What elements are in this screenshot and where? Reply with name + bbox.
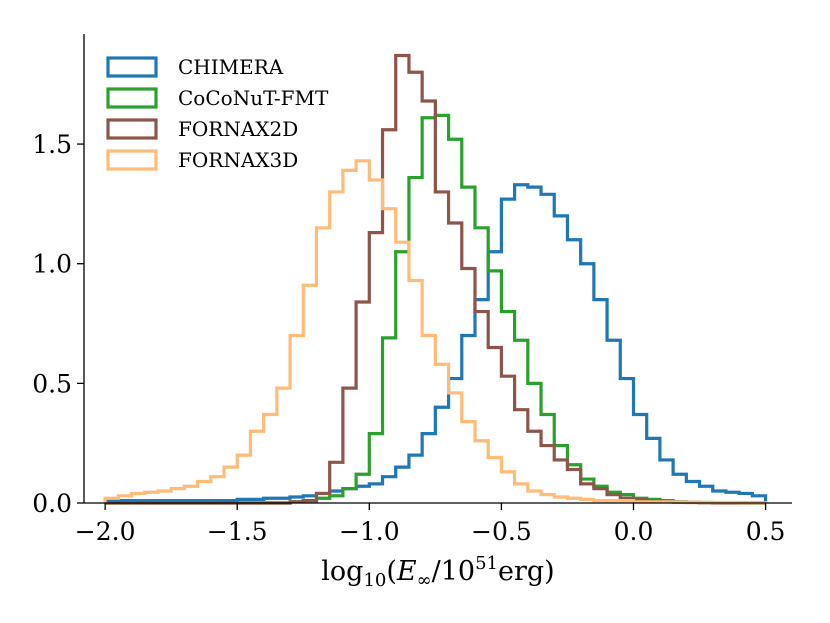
histogram-series-chimera: [103, 183, 768, 503]
legend: CHIMERA CoCoNuT-FMT FORNAX2D FORNAX3D: [106, 55, 329, 172]
x-tick-label: −1.0: [339, 517, 400, 546]
legend-label: CoCoNuT-FMT: [178, 86, 329, 110]
histogram-series-fornax3d: [103, 159, 768, 505]
y-ticks: 0.0 0.5 1.0 1.5: [32, 130, 84, 518]
legend-label: FORNAX3D: [178, 148, 298, 172]
axes-layer: [83, 34, 792, 504]
x-axis-label: log10(E∞/1051erg): [321, 553, 554, 591]
legend-swatch-fornax3d: [106, 149, 158, 171]
y-tick-label: 1.5: [32, 130, 72, 159]
y-tick-label: 0.0: [32, 489, 72, 518]
x-tick-label: −2.0: [75, 517, 136, 546]
x-tick-label: −1.5: [207, 517, 268, 546]
legend-swatch-coconut-fmt: [106, 87, 158, 109]
y-tick-label: 1.0: [32, 250, 72, 279]
x-tick-label: 0.5: [746, 517, 786, 546]
x-tick-label: 0.0: [614, 517, 654, 546]
legend-label: FORNAX2D: [178, 117, 298, 141]
y-tick-label: 0.5: [32, 369, 72, 398]
x-ticks: −2.0 −1.5 −1.0 −0.5 0.0 0.5: [75, 503, 786, 546]
legend-swatch-fornax2d: [106, 118, 158, 140]
legend-label: CHIMERA: [178, 55, 284, 79]
x-tick-label: −0.5: [471, 517, 532, 546]
legend-swatch-chimera: [106, 56, 158, 78]
